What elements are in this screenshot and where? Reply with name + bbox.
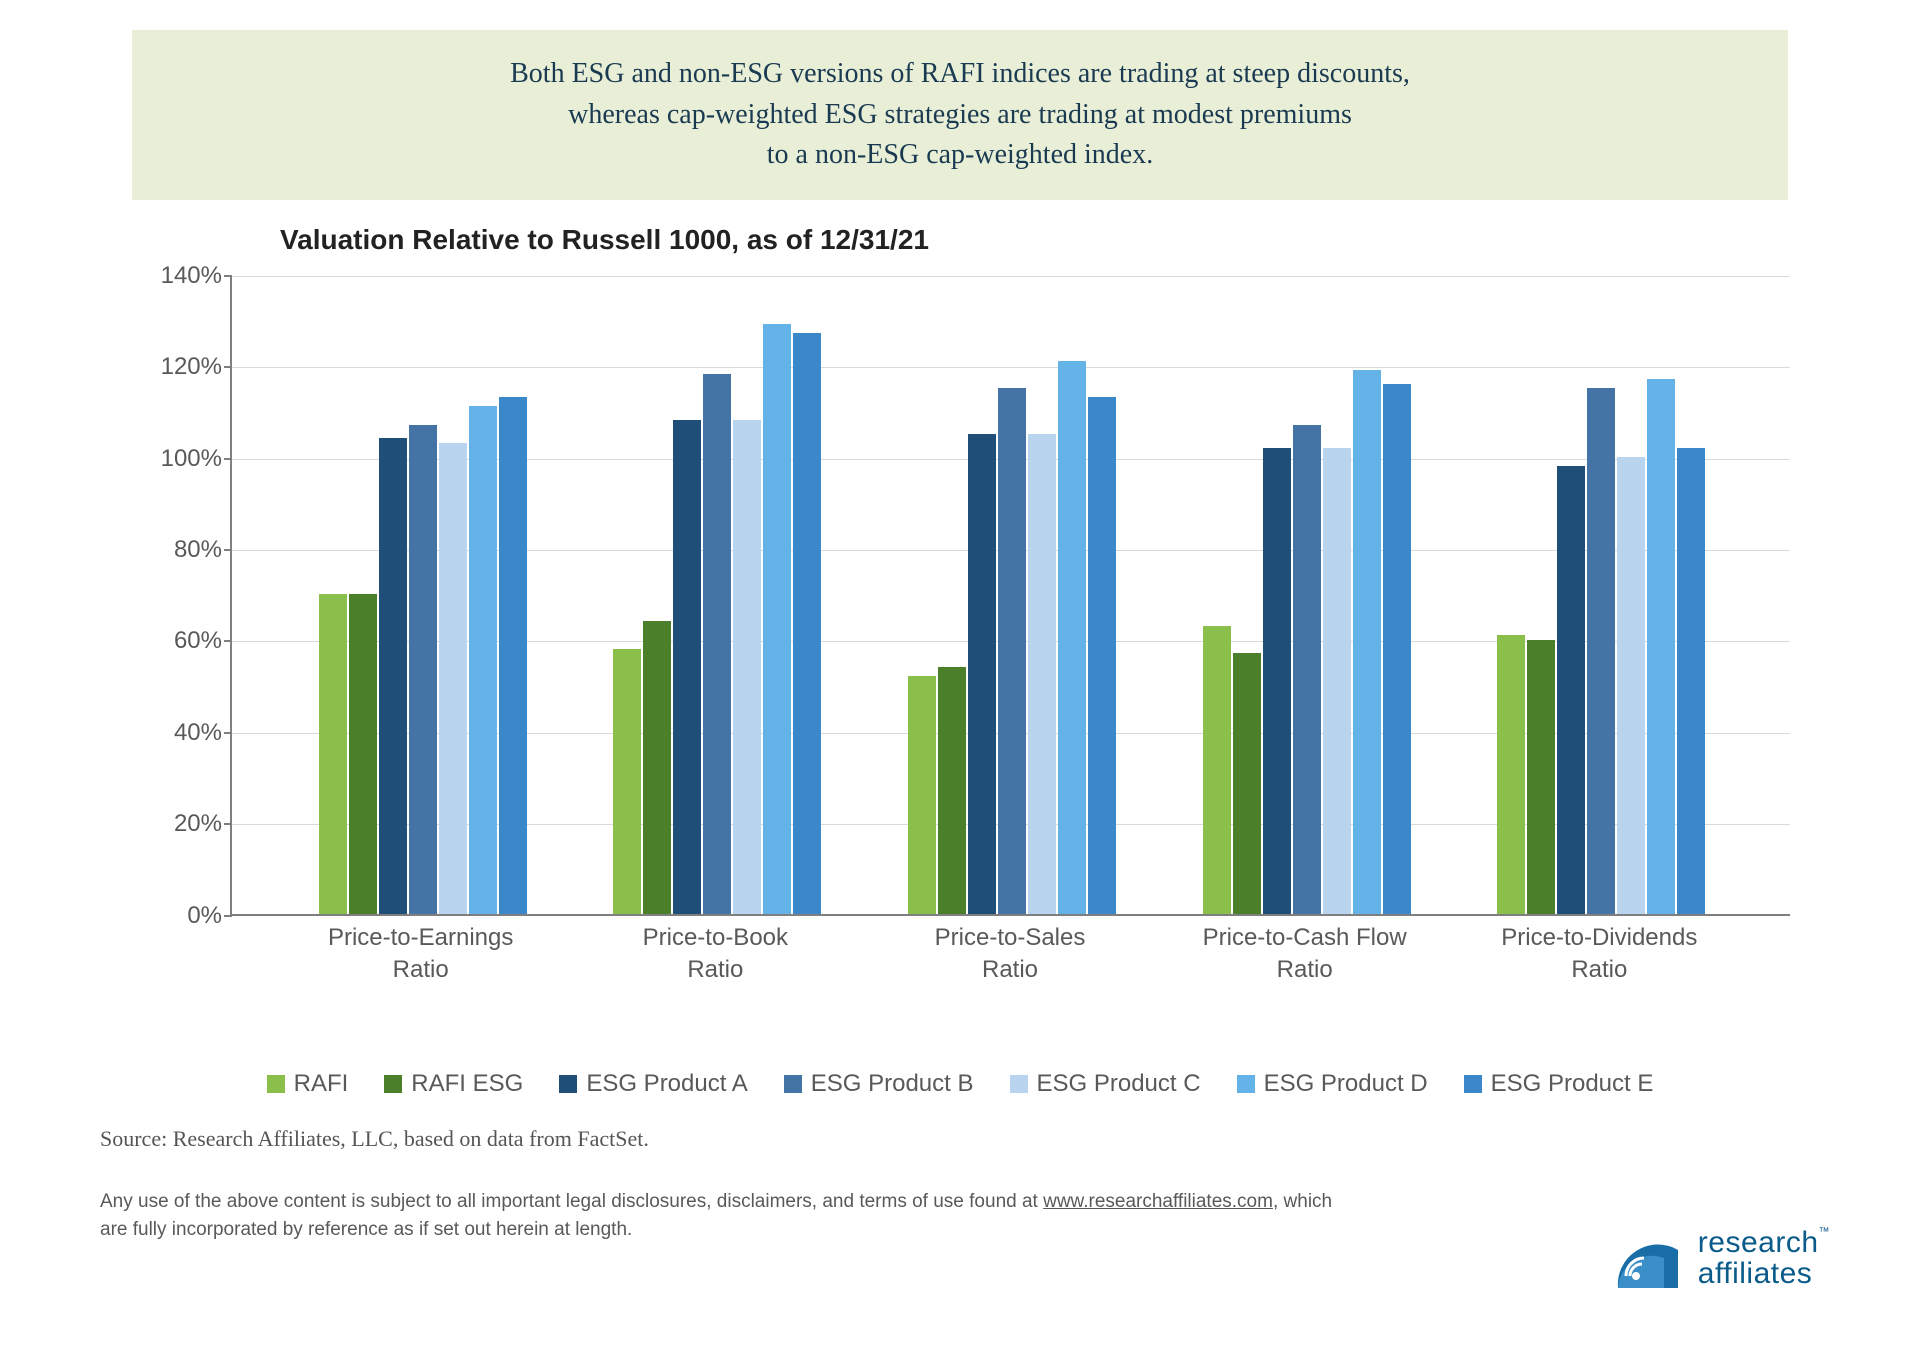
legend-item: ESG Product D [1237,1070,1428,1098]
bar-group [319,397,527,914]
bar [409,425,437,914]
y-tick-label: 60% [102,627,222,655]
chart-title: Valuation Relative to Russell 1000, as o… [280,224,1860,256]
bar [1497,635,1525,914]
gridline [232,276,1790,277]
chart-plot [230,276,1790,916]
bar [1263,448,1291,914]
legend-label: ESG Product A [586,1070,747,1098]
brand-logo: research™ affiliates [1612,1222,1830,1294]
bar [1028,434,1056,914]
legend-swatch [1464,1075,1482,1093]
legend-swatch [1010,1075,1028,1093]
bar [938,667,966,914]
bar [1088,397,1116,914]
y-tick-label: 100% [102,445,222,473]
footer: Source: Research Affiliates, LLC, based … [100,1126,1860,1245]
x-category-label: Price-to-SalesRatio [890,922,1130,987]
chart-legend: RAFI RAFI ESG ESG Product A ESG Product B ES… [60,1070,1860,1098]
bar [1058,361,1086,914]
bar-group [908,361,1116,914]
bar [1323,448,1351,914]
legend-item: RAFI ESG [384,1070,523,1098]
legend-swatch [559,1075,577,1093]
bar [763,324,791,914]
bar [613,649,641,914]
legend-item: RAFI [267,1070,349,1098]
legend-swatch [1237,1075,1255,1093]
legend-label: RAFI [294,1070,349,1098]
bar [643,621,671,914]
bar [1557,466,1585,914]
disclaimer-text: Any use of the above content is subject … [100,1188,1360,1245]
y-tick-label: 140% [102,262,222,290]
y-tickmark [224,915,232,917]
legend-swatch [267,1075,285,1093]
legend-label: ESG Product E [1491,1070,1654,1098]
header-callout: Both ESG and non-ESG versions of RAFI in… [132,30,1788,200]
legend-label: ESG Product C [1037,1070,1201,1098]
bar [469,406,497,913]
bar [1647,379,1675,914]
y-tick-label: 80% [102,536,222,564]
legend-label: ESG Product B [811,1070,974,1098]
x-category-label: Price-to-DividendsRatio [1479,922,1719,987]
bar [733,420,761,914]
y-tickmark [224,549,232,551]
y-tick-label: 0% [102,902,222,930]
bar-group [1203,370,1411,914]
bar [998,388,1026,914]
source-text: Source: Research Affiliates, LLC, based … [100,1126,1860,1152]
header-line-3: to a non-ESG cap-weighted index. [767,139,1153,170]
x-category-label: Price-to-BookRatio [595,922,835,987]
legend-item: ESG Product B [784,1070,974,1098]
y-tickmark [224,275,232,277]
bar-group [1497,379,1705,914]
chart-area: 0%20%40%60%80%100%120%140%Price-to-Earni… [80,266,1840,986]
legend-item: ESG Product C [1010,1070,1201,1098]
header-line-1: Both ESG and non-ESG versions of RAFI in… [510,58,1410,89]
bar [908,676,936,914]
bar [1617,457,1645,914]
y-tick-label: 40% [102,719,222,747]
x-category-label: Price-to-Cash FlowRatio [1185,922,1425,987]
legend-label: ESG Product D [1264,1070,1428,1098]
bar [1587,388,1615,914]
bar [1527,640,1555,914]
bar [349,594,377,914]
header-line-2: whereas cap-weighted ESG strategies are … [568,99,1352,130]
legend-swatch [384,1075,402,1093]
bar [319,594,347,914]
y-tick-label: 120% [102,353,222,381]
bar [968,434,996,914]
y-tick-label: 20% [102,810,222,838]
y-tickmark [224,640,232,642]
legend-item: ESG Product A [559,1070,747,1098]
brand-logo-icon [1612,1222,1684,1294]
bar [1383,384,1411,914]
bar [703,374,731,913]
y-tickmark [224,732,232,734]
legend-swatch [784,1075,802,1093]
bar [1677,448,1705,914]
bar [1353,370,1381,914]
bar [439,443,467,914]
legend-label: RAFI ESG [411,1070,523,1098]
bar [379,438,407,913]
y-tickmark [224,823,232,825]
bar [1203,626,1231,914]
disclaimer-link[interactable]: www.researchaffiliates.com [1043,1191,1273,1212]
y-tickmark [224,458,232,460]
bar-group [613,324,821,914]
legend-item: ESG Product E [1464,1070,1654,1098]
y-tickmark [224,366,232,368]
bar [1293,425,1321,914]
x-category-label: Price-to-EarningsRatio [301,922,541,987]
bar [793,333,821,914]
brand-logo-text: research™ affiliates [1698,1227,1830,1290]
bar [673,420,701,914]
bar [1233,653,1261,914]
bar [499,397,527,914]
